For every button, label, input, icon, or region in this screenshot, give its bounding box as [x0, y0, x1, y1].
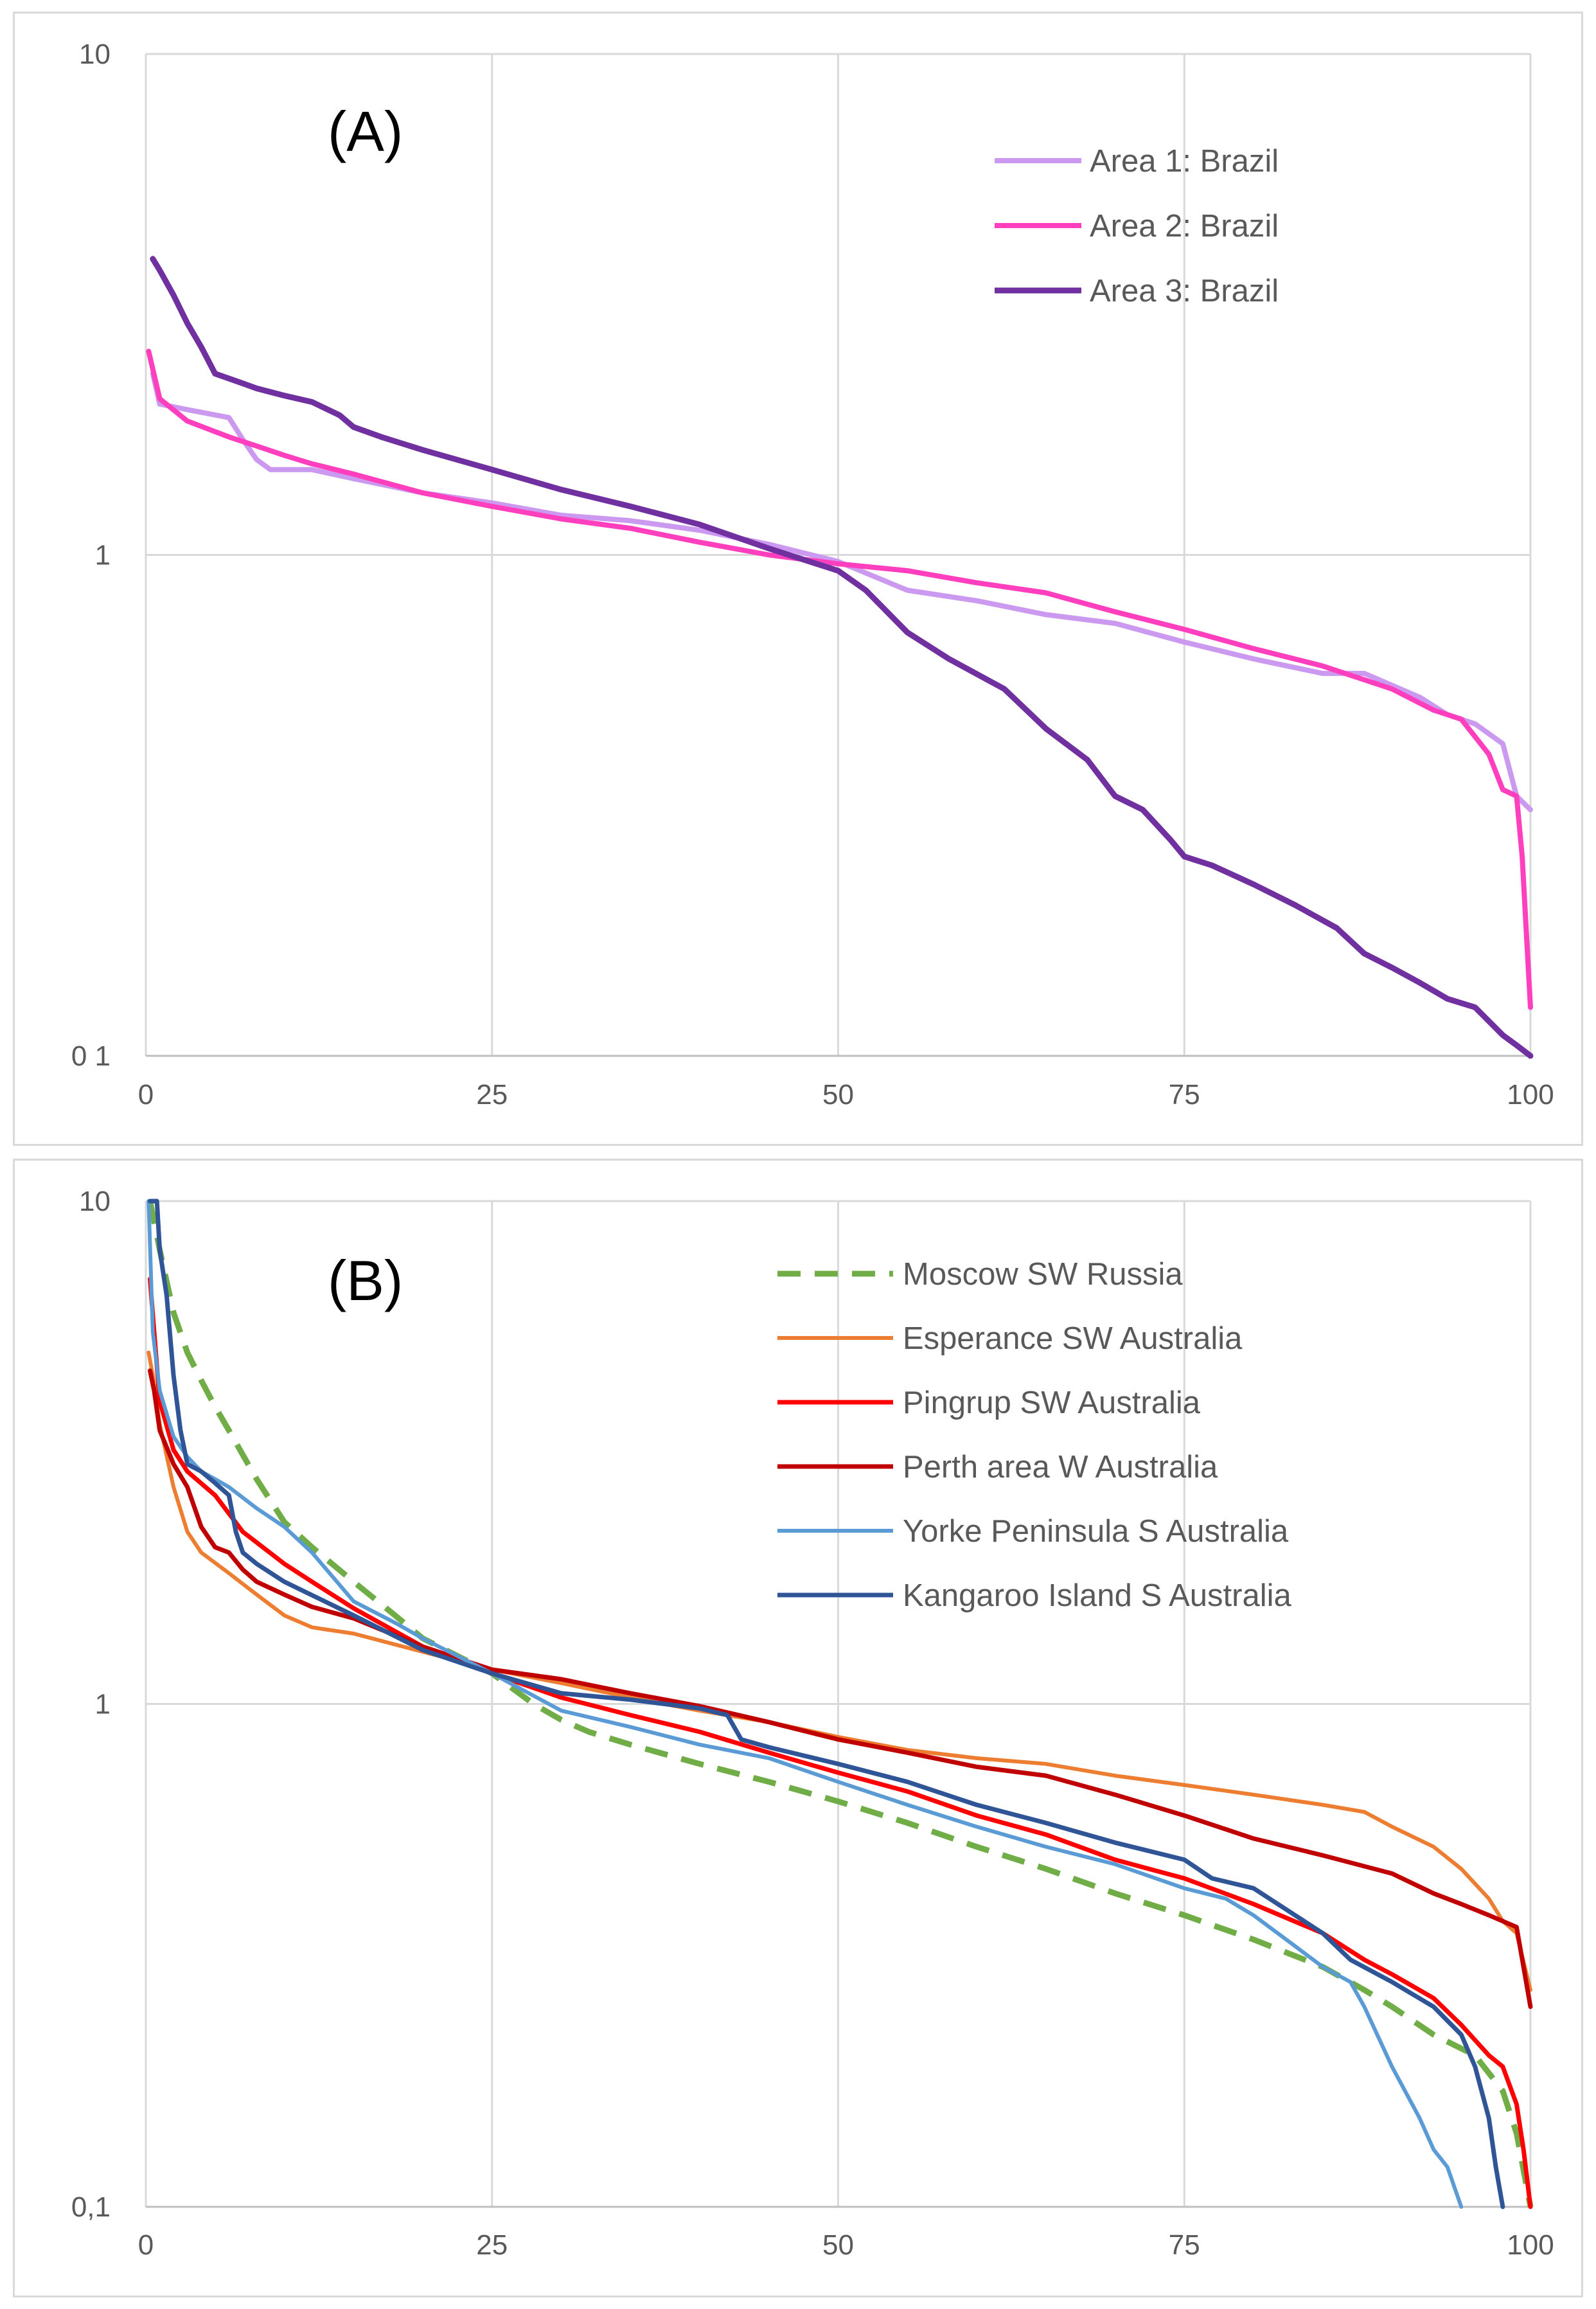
x-tick-label: 75 [1169, 2229, 1200, 2261]
legend-label: Pingrup SW Australia [903, 1386, 1201, 1420]
legend-label: Area 3: Brazil [1090, 274, 1279, 308]
y-tick-label: 10 [79, 39, 111, 70]
x-tick-label: 100 [1507, 1079, 1554, 1110]
x-tick-label: 25 [476, 2229, 508, 2261]
legend-label: Moscow SW Russia [903, 1257, 1183, 1292]
legend-label: Kangaroo Island S Australia [903, 1578, 1291, 1613]
y-tick-label: 1 [95, 540, 111, 571]
y-tick-label: 0 1 [71, 1040, 111, 1072]
legend-label: Yorke Peninsula S Australia [903, 1514, 1289, 1549]
x-tick-label: 50 [822, 1079, 854, 1110]
series-line [150, 371, 1533, 812]
series-line [146, 348, 1533, 1010]
series-line [146, 1350, 1532, 1992]
x-tick-label: 25 [476, 1079, 508, 1110]
series-line [148, 1276, 1533, 2209]
chart-panel-a [13, 12, 1583, 1146]
y-tick-label: 0,1 [71, 2191, 111, 2223]
series-line [148, 1368, 1533, 2010]
x-tick-label: 75 [1169, 1079, 1200, 1110]
y-tick-label: 1 [95, 1689, 111, 1720]
y-tick-label: 10 [79, 1186, 111, 1217]
legend-label: Area 2: Brazil [1090, 209, 1279, 244]
legend-label: Perth area W Australia [903, 1450, 1218, 1484]
legend-label: Esperance SW Australia [903, 1321, 1243, 1356]
series-line [146, 1199, 1464, 2209]
x-tick-label: 100 [1507, 2229, 1554, 2261]
legend-label: Area 1: Brazil [1090, 144, 1279, 179]
x-tick-label: 0 [138, 2229, 154, 2261]
panel-label: (A) [328, 100, 403, 163]
panel-label: (B) [328, 1249, 403, 1312]
x-tick-label: 50 [822, 2229, 854, 2261]
series-line [150, 256, 1534, 1059]
x-tick-label: 0 [138, 1079, 154, 1110]
series-line [148, 1199, 1505, 2209]
series-line [147, 1200, 1534, 2207]
